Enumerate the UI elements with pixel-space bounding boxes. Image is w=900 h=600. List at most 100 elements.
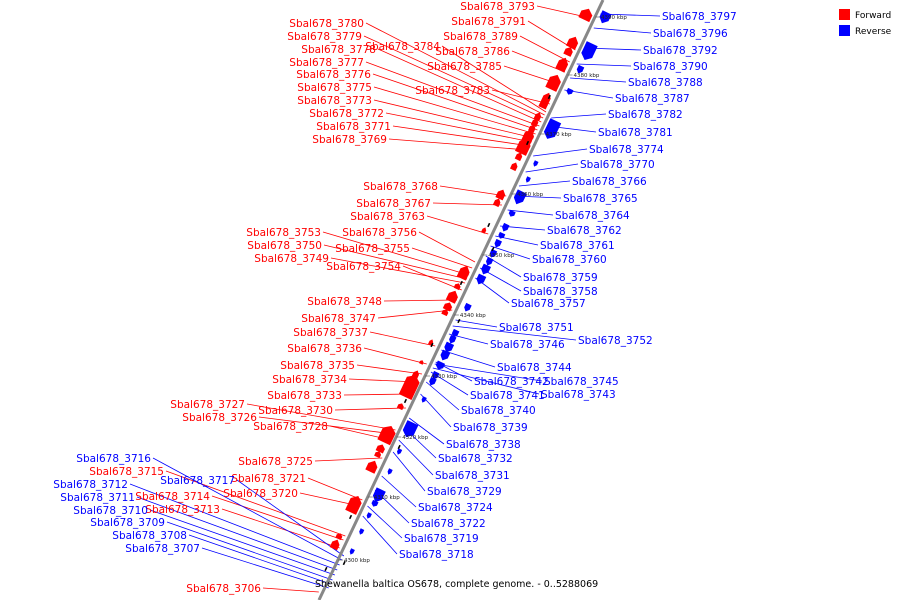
forward-gene-arrow [530, 118, 539, 128]
forward-leader-line [369, 331, 436, 347]
reverse-leader-line [136, 496, 338, 571]
reverse-gene-label: Sbal678_3732 [438, 453, 513, 465]
kbp-tick-label: 4330 kbp [431, 374, 457, 380]
forward-leader-line [418, 231, 476, 263]
reverse-gene-arrow [566, 87, 574, 95]
forward-leader-line [377, 309, 453, 319]
reverse-leader-line [236, 479, 345, 557]
minor-feature-mark [397, 444, 401, 450]
forward-gene-label: Sbal678_3773 [297, 95, 372, 107]
reverse-gene-label: Sbal678_3761 [540, 240, 615, 252]
reverse-gene-label: Sbal678_3711 [60, 492, 135, 504]
reverse-leader-line [551, 113, 607, 119]
reverse-gene-arrow [366, 512, 372, 519]
forward-gene-arrow [545, 74, 561, 92]
reverse-gene-arrow [599, 10, 612, 24]
reverse-gene-label: Sbal678_3797 [662, 11, 737, 23]
reverse-gene-label: Sbal678_3719 [404, 533, 479, 545]
reverse-gene-arrow [435, 360, 446, 370]
reverse-gene-label: Sbal678_3742 [474, 376, 549, 388]
forward-gene-label: Sbal678_3737 [293, 327, 368, 339]
forward-gene-label: Sbal678_3720 [223, 488, 298, 500]
minor-feature-mark [525, 140, 530, 146]
forward-gene-label: Sbal678_3728 [253, 421, 328, 433]
forward-gene-label: Sbal678_3715 [89, 466, 164, 478]
reverse-gene-label: Sbal678_3787 [615, 93, 690, 105]
reverse-gene-label: Sbal678_3751 [499, 322, 574, 334]
reverse-leader-line [434, 363, 543, 382]
forward-gene-arrow [538, 100, 548, 110]
reverse-gene-label: Sbal678_3708 [112, 530, 187, 542]
reverse-leader-line [455, 319, 498, 328]
reverse-gene-label: Sbal678_3743 [541, 389, 616, 401]
forward-gene-arrow [335, 533, 343, 541]
kbp-tick-label: 4380 kbp [574, 73, 600, 79]
forward-leader-line [258, 416, 394, 435]
reverse-gene-label: Sbal678_3788 [628, 77, 703, 89]
forward-gene-label: Sbal678_3784 [365, 41, 440, 53]
forward-gene-label: Sbal678_3791 [451, 16, 526, 28]
forward-leader-line [519, 35, 570, 63]
legend: Forward Reverse [839, 9, 892, 37]
reverse-gene-label: Sbal678_3774 [589, 144, 664, 156]
forward-gene-label: Sbal678_3725 [238, 456, 313, 468]
genome-caption: Shewanella baltica OS678, complete genom… [315, 579, 598, 590]
reverse-gene-label: Sbal678_3764 [555, 210, 630, 222]
reverse-leader-line [570, 77, 627, 83]
reverse-gene-label: Sbal678_3790 [633, 61, 708, 73]
forward-gene-label: Sbal678_3771 [316, 121, 391, 133]
forward-gene-label: Sbal678_3783 [415, 85, 490, 97]
reverse-leader-line [518, 180, 571, 187]
reverse-gene-label: Sbal678_3744 [497, 362, 572, 374]
minor-feature-mark [547, 94, 551, 100]
forward-gene-arrow [374, 451, 382, 459]
reverse-gene-label: Sbal678_3760 [532, 254, 607, 266]
minor-feature-mark [430, 342, 434, 348]
reverse-gene-arrow [481, 263, 491, 275]
reverse-gene-label: Sbal678_3781 [598, 127, 673, 139]
forward-gene-label: Sbal678_3747 [301, 313, 376, 325]
reverse-gene-arrow [464, 302, 472, 312]
reverse-gene-label: Sbal678_3765 [563, 193, 638, 205]
reverse-gene-arrow [581, 41, 598, 60]
genome-backbone [317, 0, 605, 600]
minor-feature-mark [348, 514, 353, 520]
reverse-leader-line [381, 475, 417, 508]
reverse-leader-line [576, 63, 632, 67]
reverse-gene-label: Sbal678_3724 [418, 502, 493, 514]
reverse-gene-label: Sbal678_3717 [160, 475, 235, 487]
forward-leader-line [377, 48, 542, 123]
forward-gene-arrow [481, 227, 487, 234]
forward-gene-label: Sbal678_3786 [435, 46, 510, 58]
reverse-gene-arrow [432, 370, 440, 380]
kbp-tick-label: 4300 kbp [344, 558, 370, 564]
reverse-gene-label: Sbal678_3759 [523, 272, 598, 284]
reverse-gene-label: Sbal678_3746 [490, 339, 565, 351]
kbp-tick-label: 4350 kbp [488, 253, 514, 259]
forward-gene-label: Sbal678_3756 [342, 227, 417, 239]
forward-gene-arrow [563, 47, 573, 57]
forward-gene-arrow [396, 403, 404, 411]
reverse-gene-arrow [576, 64, 585, 74]
reverse-gene-arrow [359, 528, 365, 535]
forward-gene-label: Sbal678_3733 [267, 390, 342, 402]
minor-feature-mark [403, 398, 408, 404]
forward-gene-label: Sbal678_3750 [247, 240, 322, 252]
forward-leader-line [439, 185, 507, 197]
legend-forward-label: Forward [855, 11, 891, 21]
forward-leader-line [392, 125, 530, 147]
reverse-gene-arrow [440, 349, 451, 361]
reverse-gene-label: Sbal678_3752 [578, 335, 653, 347]
forward-gene-arrow [514, 152, 523, 162]
minor-feature-mark [457, 318, 461, 324]
reverse-gene-arrow [371, 499, 379, 507]
reverse-leader-line [152, 457, 343, 561]
forward-gene-arrow [456, 265, 470, 281]
forward-gene-label: Sbal678_3777 [289, 57, 364, 69]
forward-gene-arrow [578, 8, 593, 23]
forward-gene-label: Sbal678_3776 [296, 69, 371, 81]
reverse-leader-line [441, 349, 496, 368]
reverse-gene-label: Sbal678_3718 [399, 549, 474, 561]
forward-gene-label: Sbal678_3726 [182, 412, 257, 424]
reverse-gene-arrow [533, 160, 539, 167]
